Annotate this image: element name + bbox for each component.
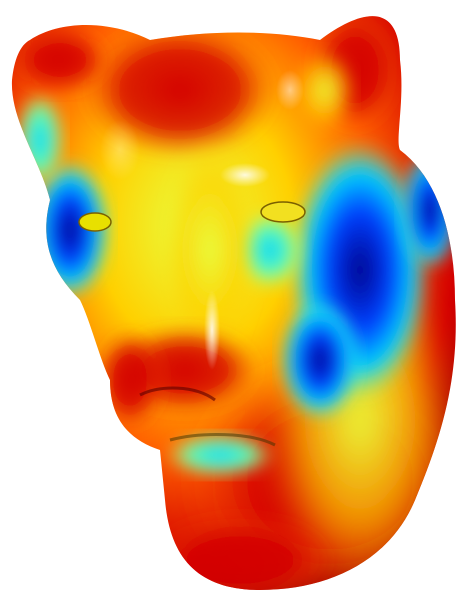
left-eye-icon [78,212,112,232]
mouth-line-icon [169,433,276,447]
nose-line-icon [139,386,216,402]
right-eye-icon [260,201,306,223]
